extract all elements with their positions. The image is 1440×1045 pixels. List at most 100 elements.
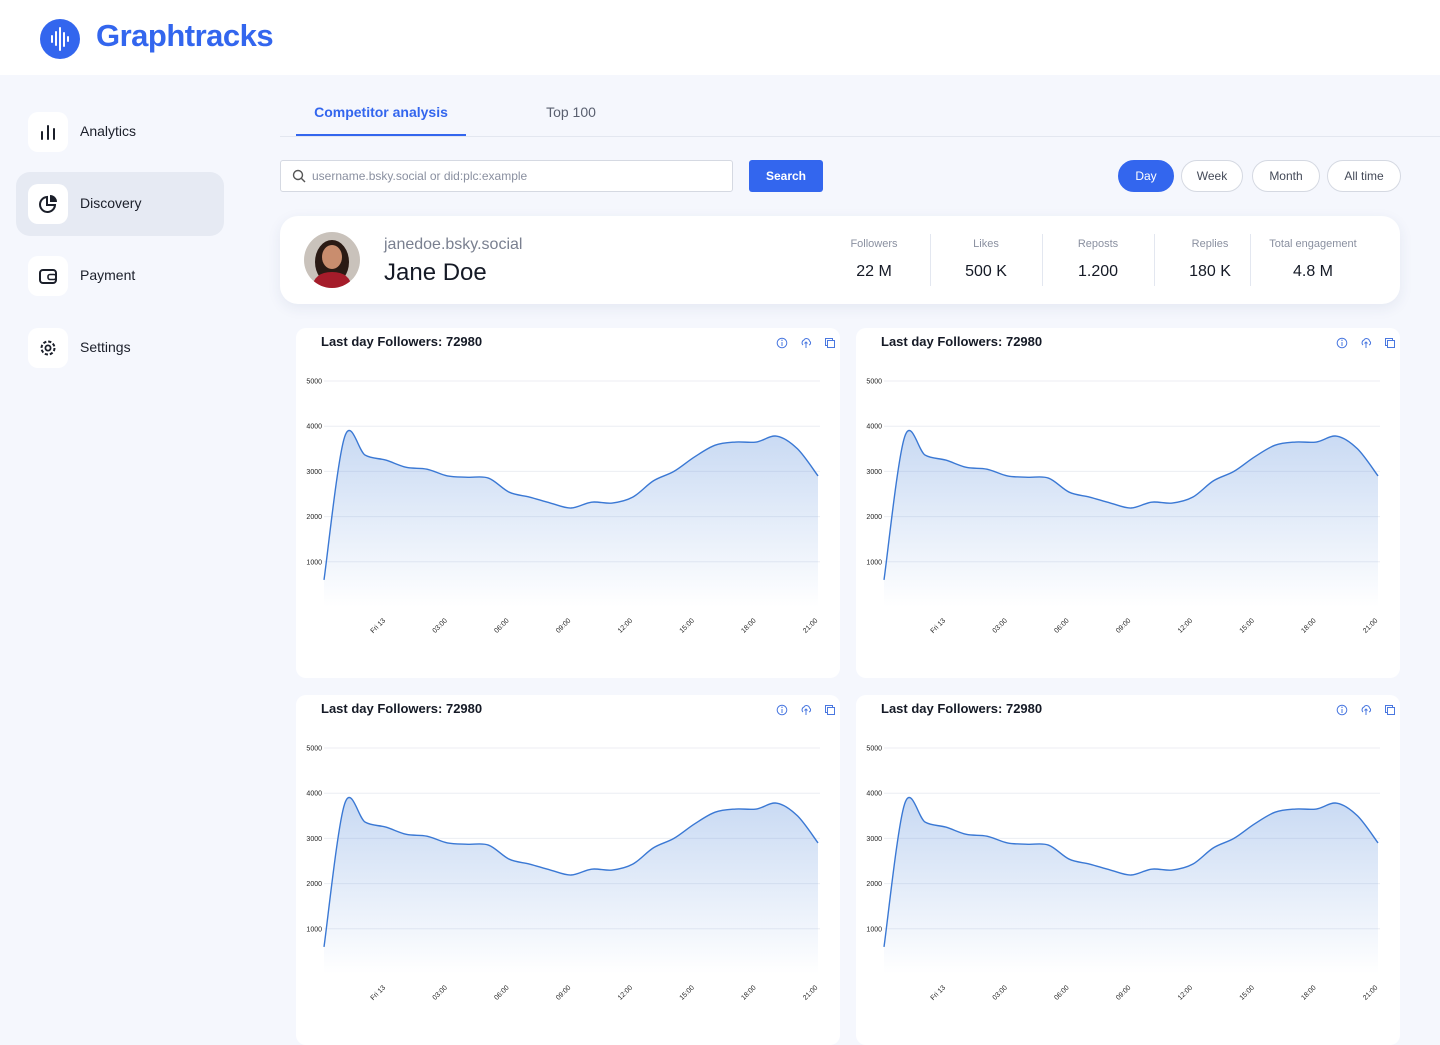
brand[interactable]: Graphtracks: [96, 18, 274, 53]
chart: Last day Followers: 72980 1000 2000 3000 400…: [306, 701, 820, 1002]
area: [884, 430, 1378, 607]
period-button[interactable]: Month: [1252, 160, 1320, 192]
nav-label: Settings: [80, 339, 131, 355]
chart-toolbar: [1324, 703, 1396, 721]
y-tick-label: 1000: [866, 559, 882, 566]
copy-icon[interactable]: [824, 704, 836, 716]
area: [324, 430, 818, 607]
tab-indicator: [296, 134, 466, 136]
x-tick-label: 09:00: [1115, 984, 1132, 1001]
tab[interactable]: Competitor analysis: [314, 104, 448, 120]
x-tick-label: 06:00: [1053, 984, 1070, 1001]
x-tick-label: 06:00: [493, 617, 510, 634]
chart-title: Last day Followers: 72980: [321, 701, 482, 716]
y-tick-label: 3000: [306, 469, 322, 476]
info-icon[interactable]: [1336, 337, 1348, 349]
x-tick-label: 12:00: [1177, 617, 1194, 634]
nav-item[interactable]: Payment: [16, 244, 224, 308]
x-tick-label: 15:00: [679, 617, 696, 634]
y-tick-label: 2000: [306, 514, 322, 521]
info-icon[interactable]: [776, 337, 788, 349]
period-button[interactable]: Day: [1118, 160, 1174, 192]
y-tick-label: 1000: [306, 559, 322, 566]
stat-label: Total engagement: [1269, 238, 1357, 250]
x-tick-label: 06:00: [493, 984, 510, 1001]
chart-card: Last day Followers: 72980 1000 2000 3000 400…: [856, 328, 1400, 678]
stat-value: 180 K: [1189, 263, 1231, 280]
x-tick-label: 09:00: [1115, 617, 1132, 634]
stat: Followers 22 M: [824, 216, 924, 304]
y-tick-label: 3000: [866, 836, 882, 843]
chart-card: Last day Followers: 72980 1000 2000 3000 400…: [856, 695, 1400, 1045]
x-tick-label: 03:00: [992, 617, 1009, 634]
profile-name: Jane Doe: [384, 259, 487, 286]
search-icon: [292, 169, 306, 183]
x-tick-label: 03:00: [432, 617, 449, 634]
area: [884, 797, 1378, 974]
x-tick-label: 18:00: [740, 984, 757, 1001]
nav-label: Payment: [80, 267, 136, 283]
stat: Replies 180 K: [1160, 216, 1260, 304]
y-tick-label: 5000: [306, 379, 322, 386]
line: [883, 796, 1379, 947]
logo[interactable]: [40, 19, 80, 59]
divider: [1250, 234, 1251, 286]
info-icon[interactable]: [776, 704, 788, 716]
y-tick-label: 5000: [866, 379, 882, 386]
y-tick-label: 3000: [306, 836, 322, 843]
avatar: [304, 232, 360, 288]
y-tick-label: 4000: [866, 424, 882, 431]
x-tick-label: Fri 13: [930, 617, 948, 635]
x-tick-label: 18:00: [1300, 984, 1317, 1001]
divider: [1042, 234, 1043, 286]
stat: Likes 500 K: [936, 216, 1036, 304]
nav-item[interactable]: Discovery: [16, 172, 224, 236]
x-tick-label: 21:00: [802, 617, 819, 634]
stat-label: Reposts: [1077, 238, 1119, 250]
download-icon[interactable]: [1360, 704, 1372, 716]
copy-icon[interactable]: [1384, 704, 1396, 716]
y-tick-label: 5000: [866, 746, 882, 753]
x-tick-label: 18:00: [1300, 617, 1317, 634]
stat-value: 22 M: [856, 263, 892, 280]
y-tick-label: 4000: [306, 424, 322, 431]
icon: [39, 195, 57, 213]
y-tick-label: 5000: [306, 746, 322, 753]
line: [883, 429, 1379, 580]
chart-title: Last day Followers: 72980: [881, 701, 1042, 716]
download-icon[interactable]: [800, 337, 812, 349]
search-input[interactable]: username.bsky.social or did:plc:example: [280, 160, 733, 192]
icon: [40, 340, 56, 356]
copy-icon[interactable]: [824, 337, 836, 349]
stat-value: 1.200: [1077, 263, 1119, 280]
download-icon[interactable]: [800, 704, 812, 716]
chart-card: Last day Followers: 72980 1000 2000 3000 400…: [296, 328, 840, 678]
chart: Last day Followers: 72980 1000 2000 3000 400…: [866, 334, 1380, 635]
page: Graphtracks Analytics Discovery Payment …: [16, 18, 1440, 1003]
search-button[interactable]: Search: [749, 160, 823, 192]
tab-divider: [280, 136, 1440, 137]
y-tick-label: 4000: [306, 791, 322, 798]
chart-toolbar: [764, 703, 836, 721]
nav-item[interactable]: Settings: [16, 316, 224, 380]
x-tick-label: 03:00: [432, 984, 449, 1001]
chart-card: Last day Followers: 72980 1000 2000 3000 400…: [296, 695, 840, 1045]
info-icon[interactable]: [1336, 704, 1348, 716]
x-tick-label: 21:00: [802, 984, 819, 1001]
x-tick-label: 15:00: [1239, 984, 1256, 1001]
x-tick-label: 21:00: [1362, 984, 1379, 1001]
period-button[interactable]: Week: [1181, 160, 1243, 192]
y-tick-label: 3000: [866, 469, 882, 476]
x-tick-label: 15:00: [1239, 617, 1256, 634]
nav-item[interactable]: Analytics: [16, 100, 224, 164]
line: [323, 796, 819, 947]
x-tick-label: 15:00: [679, 984, 696, 1001]
x-tick-label: Fri 13: [930, 984, 948, 1002]
tab[interactable]: Top 100: [546, 104, 596, 120]
stat-label: Replies: [1191, 238, 1229, 250]
x-tick-label: 18:00: [740, 617, 757, 634]
download-icon[interactable]: [1360, 337, 1372, 349]
copy-icon[interactable]: [1384, 337, 1396, 349]
y-tick-label: 2000: [866, 881, 882, 888]
period-button[interactable]: All time: [1327, 160, 1401, 192]
